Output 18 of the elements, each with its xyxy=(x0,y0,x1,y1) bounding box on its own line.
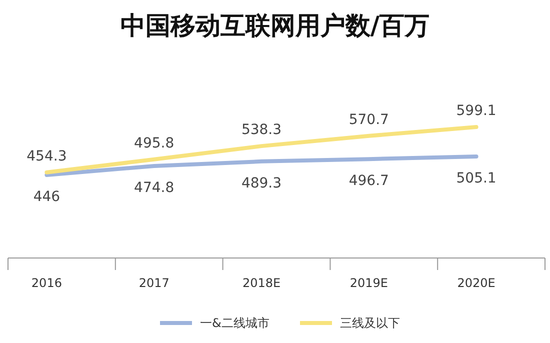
chart-title: 中国移动互联网用户数/百万 xyxy=(120,11,430,40)
data-label: 446 xyxy=(33,189,60,205)
data-label: 599.1 xyxy=(456,103,496,119)
legend-label: 一&二线城市 xyxy=(200,316,270,330)
data-label: 495.8 xyxy=(134,135,174,152)
data-label: 454.3 xyxy=(26,148,67,164)
x-tick-label: 2017 xyxy=(138,276,170,290)
data-label: 496.7 xyxy=(348,173,389,190)
data-label: 505.1 xyxy=(456,170,496,186)
x-tick-label: 2016 xyxy=(31,276,62,290)
x-tick-label: 2018E xyxy=(242,276,281,290)
data-label: 538.3 xyxy=(241,122,282,138)
data-label: 489.3 xyxy=(241,175,282,192)
x-tick-label: 2020E xyxy=(457,276,496,290)
legend-label: 三线及以下 xyxy=(340,316,400,330)
data-label: 570.7 xyxy=(348,112,389,128)
data-label: 474.8 xyxy=(134,180,174,196)
x-tick-label: 2019E xyxy=(350,276,388,290)
